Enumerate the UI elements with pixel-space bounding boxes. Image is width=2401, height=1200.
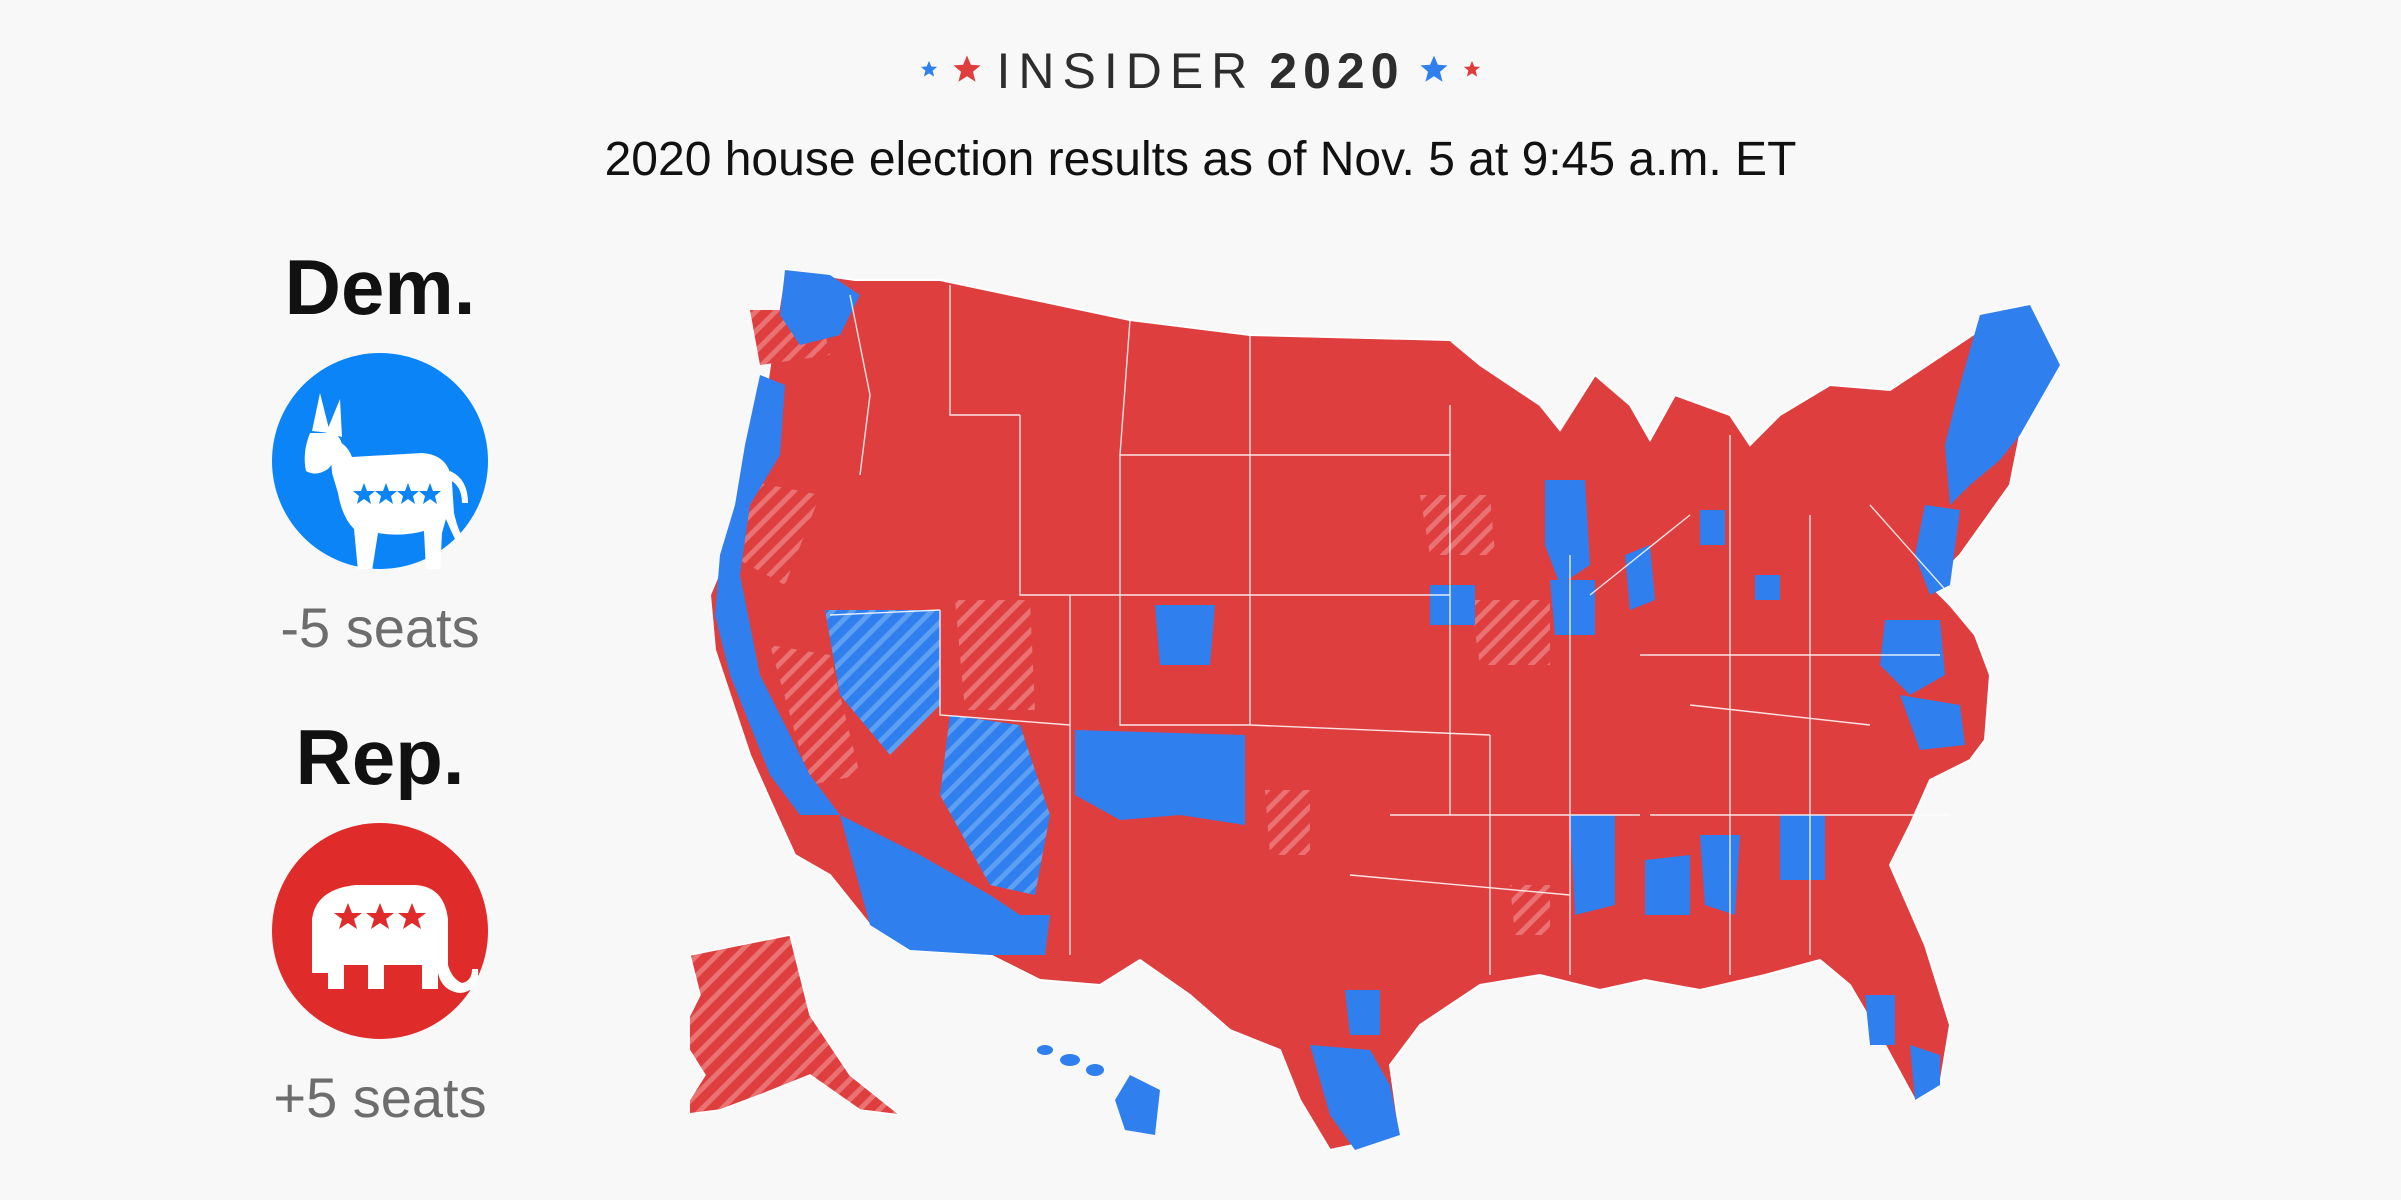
brand-header: INSIDER 2020	[0, 42, 2401, 100]
district-borders	[829, 285, 1951, 975]
dem-minnesota	[1545, 480, 1590, 585]
small-blue-star-icon	[920, 60, 938, 83]
dem-new-england	[1945, 305, 2060, 505]
us-house-results-map	[678, 255, 2130, 1155]
brand-year: 2020	[1269, 43, 1405, 99]
dem-florida-south	[1910, 1045, 1940, 1100]
flipped-rep-district-mn	[1420, 495, 1495, 555]
dem-virginia	[1900, 695, 1965, 750]
brand-word: INSIDER	[996, 43, 1256, 99]
dem-label: Dem.	[284, 243, 476, 331]
dem-wisconsin	[1550, 580, 1595, 635]
alaska-shape	[678, 934, 903, 1117]
dem-mid-atlantic	[1880, 620, 1945, 695]
dem-mississippi	[1570, 815, 1615, 915]
flipped-rep-district-ia	[1470, 600, 1550, 665]
page-title: 2020 house election results as of Nov. 5…	[604, 133, 1797, 186]
flipped-rep-district-ut	[955, 600, 1035, 710]
rep-label: Rep.	[295, 713, 465, 801]
red-star-icon	[952, 54, 982, 89]
hawaii-shape	[1037, 1045, 1160, 1135]
dem-georgia-south	[1780, 815, 1825, 880]
rep-seat-change: +5 seats	[273, 1066, 487, 1129]
flipped-rep-district-ca-north	[730, 480, 820, 585]
dem-alabama	[1645, 855, 1690, 915]
dem-colorado	[1155, 605, 1215, 665]
small-red-star-icon	[1463, 60, 1481, 83]
dem-arizona	[840, 815, 1050, 955]
dem-seat-change: -5 seats	[280, 596, 480, 659]
dem-texas-south	[1310, 1045, 1400, 1150]
dem-panel: Dem. -5 seats	[240, 242, 520, 660]
flipped-rep-district-ok	[1265, 790, 1310, 855]
flipped-rep-district-ca-central	[770, 645, 860, 785]
dem-florida-central	[1865, 995, 1895, 1045]
rep-panel: Rep. +5 seats	[240, 712, 520, 1130]
donkey-icon	[272, 353, 488, 571]
dem-nevada-hatched	[825, 610, 940, 755]
dem-west-coast	[715, 375, 840, 815]
dem-arizona-hatched	[940, 715, 1050, 895]
dem-michigan	[1700, 510, 1725, 545]
flipped-rep-district-la	[1510, 885, 1550, 935]
dem-new-mexico	[1075, 730, 1245, 825]
dem-ohio-cleveland	[1755, 575, 1780, 600]
dem-texas-austin	[1345, 990, 1380, 1035]
elephant-icon	[272, 823, 488, 1039]
dem-georgia-atl	[1700, 835, 1740, 915]
blue-star-icon	[1419, 54, 1449, 89]
dem-ny-nyc	[1915, 505, 1960, 595]
dem-seattle	[780, 270, 860, 345]
dem-iowa	[1430, 585, 1475, 625]
